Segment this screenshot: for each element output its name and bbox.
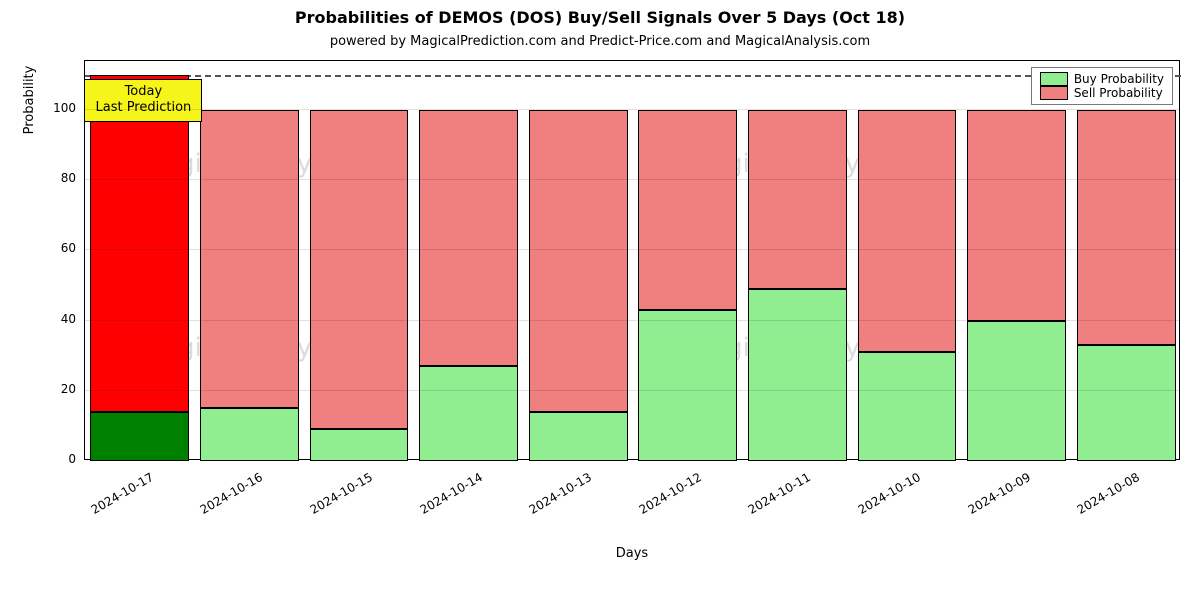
sell-bar <box>638 110 737 310</box>
x-tick-label: 2024-10-17 <box>62 470 156 532</box>
sell-bar <box>967 110 1066 321</box>
x-tick-label: 2024-10-14 <box>391 470 485 532</box>
buy-bar <box>90 412 189 461</box>
legend-swatch-sell <box>1040 86 1068 100</box>
gridline <box>84 249 1180 250</box>
chart-container: Probabilities of DEMOS (DOS) Buy/Sell Si… <box>0 0 1200 600</box>
x-tick-label: 2024-10-13 <box>501 470 595 532</box>
buy-bar <box>748 289 847 461</box>
buy-bar <box>310 429 409 461</box>
sell-bar <box>200 110 299 408</box>
legend-row-buy: Buy Probability <box>1040 72 1164 86</box>
chart-subtitle: powered by MagicalPrediction.com and Pre… <box>0 34 1200 49</box>
buy-bar <box>638 310 737 461</box>
gridline <box>84 179 1180 180</box>
buy-bar <box>1077 345 1176 461</box>
gridline <box>84 109 1180 110</box>
sell-bar <box>748 110 847 289</box>
sell-bar <box>858 110 957 352</box>
sell-bar <box>419 110 518 366</box>
y-axis-label: Probability <box>22 0 37 300</box>
x-axis-label: Days <box>84 546 1180 561</box>
legend-row-sell: Sell Probability <box>1040 86 1164 100</box>
y-tick-label: 80 <box>36 171 76 185</box>
buy-bar <box>200 408 299 461</box>
sell-bar <box>529 110 628 412</box>
x-tick-label: 2024-10-12 <box>610 470 704 532</box>
x-tick-label: 2024-10-09 <box>939 470 1033 532</box>
gridline <box>84 390 1180 391</box>
x-tick-label: 2024-10-08 <box>1049 470 1143 532</box>
buy-bar <box>419 366 518 461</box>
gridline <box>84 320 1180 321</box>
legend-swatch-buy <box>1040 72 1068 86</box>
buy-bar <box>529 412 628 461</box>
today-annotation: Today Last Prediction <box>84 79 202 122</box>
annotation-line1: Today <box>95 84 191 100</box>
x-tick-label: 2024-10-16 <box>172 470 266 532</box>
x-tick-label: 2024-10-11 <box>720 470 814 532</box>
y-tick-label: 60 <box>36 241 76 255</box>
sell-bar <box>1077 110 1176 345</box>
y-tick-label: 100 <box>36 101 76 115</box>
buy-bar <box>967 321 1066 461</box>
buy-bar <box>858 352 957 461</box>
y-tick-label: 0 <box>36 452 76 466</box>
chart-title: Probabilities of DEMOS (DOS) Buy/Sell Si… <box>0 8 1200 27</box>
reference-line-110 <box>85 75 1181 77</box>
y-tick-label: 40 <box>36 312 76 326</box>
y-tick-label: 20 <box>36 382 76 396</box>
x-tick-label: 2024-10-10 <box>829 470 923 532</box>
sell-bar <box>310 110 409 429</box>
legend-label-sell: Sell Probability <box>1074 86 1163 100</box>
plot-area: MagicalAnalysis.comMagicalAnalysis.comMa… <box>84 60 1180 460</box>
x-tick-label: 2024-10-15 <box>281 470 375 532</box>
legend: Buy Probability Sell Probability <box>1031 67 1173 105</box>
legend-label-buy: Buy Probability <box>1074 72 1164 86</box>
sell-bar <box>90 75 189 412</box>
